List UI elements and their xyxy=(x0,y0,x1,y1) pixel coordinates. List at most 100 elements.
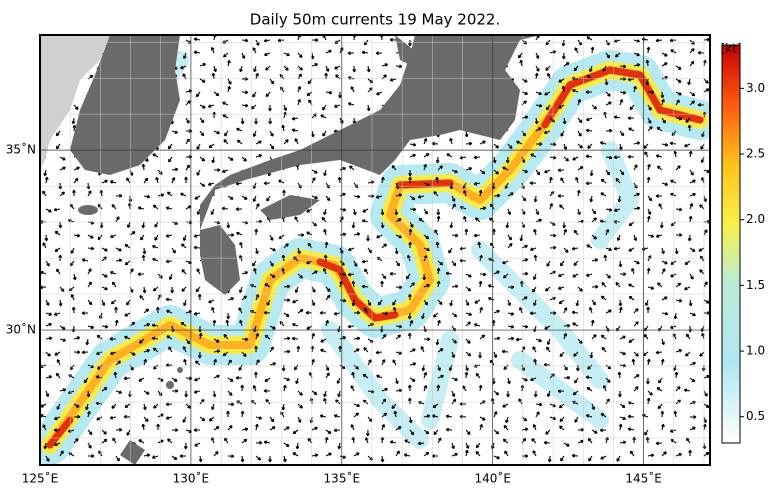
arrow xyxy=(689,100,695,106)
arrow xyxy=(152,347,159,353)
arrow xyxy=(563,247,569,253)
arrow xyxy=(42,242,47,249)
arrow xyxy=(59,191,65,197)
arrow xyxy=(224,130,229,137)
arrow xyxy=(197,351,202,359)
arrow xyxy=(675,348,683,353)
arrow xyxy=(101,273,108,278)
arrow xyxy=(137,206,145,211)
arrow xyxy=(437,165,443,171)
arrow xyxy=(87,268,92,275)
arrow xyxy=(631,358,636,366)
arrow xyxy=(171,455,178,461)
arrow xyxy=(521,156,526,163)
arrow xyxy=(700,143,705,150)
arrow xyxy=(336,377,341,384)
arrow xyxy=(366,104,371,112)
arrow xyxy=(479,334,486,340)
arrow xyxy=(241,427,249,432)
arrow xyxy=(689,192,696,197)
arrow xyxy=(408,241,413,249)
arrow xyxy=(587,437,593,444)
map-area xyxy=(40,35,710,465)
arrow xyxy=(224,437,229,444)
arrow xyxy=(240,384,245,392)
arrow xyxy=(645,59,650,67)
arrow xyxy=(213,91,220,97)
arrow xyxy=(44,176,49,184)
arrow xyxy=(572,322,579,327)
arrow xyxy=(311,332,315,340)
arrow xyxy=(549,176,553,184)
arrow xyxy=(167,143,173,150)
arrow xyxy=(227,156,234,161)
arrow xyxy=(353,232,361,236)
arrow xyxy=(479,416,486,421)
arrow xyxy=(689,361,696,366)
colorbar xyxy=(721,44,741,444)
arrow xyxy=(101,387,108,392)
arrow xyxy=(389,78,397,82)
arrow xyxy=(629,450,635,457)
arrow xyxy=(45,390,50,397)
arrow xyxy=(655,194,663,198)
arrow xyxy=(291,116,299,121)
arrow xyxy=(59,325,66,330)
arrow xyxy=(585,117,593,122)
arrow xyxy=(295,442,300,450)
arrow xyxy=(591,217,597,223)
arrow xyxy=(660,91,665,99)
arrow xyxy=(347,51,355,56)
arrow xyxy=(109,415,117,420)
arrow xyxy=(375,51,383,56)
arrow xyxy=(334,65,341,70)
arrow xyxy=(451,233,459,238)
arrow xyxy=(503,424,509,431)
arrow xyxy=(129,231,136,236)
arrow xyxy=(236,400,243,405)
arrow xyxy=(380,176,385,184)
arrow xyxy=(269,426,276,431)
arrow xyxy=(577,166,584,171)
arrow xyxy=(109,337,117,341)
arrow xyxy=(633,63,641,67)
arrow xyxy=(558,299,565,305)
arrow xyxy=(311,390,318,396)
arrow xyxy=(545,429,551,435)
arrow xyxy=(405,273,411,280)
arrow xyxy=(87,410,91,418)
arrow xyxy=(418,217,425,223)
arrow xyxy=(449,221,454,229)
arrow xyxy=(277,38,285,43)
arrow xyxy=(558,78,565,83)
arrow xyxy=(297,65,303,71)
arrow xyxy=(362,373,369,379)
arrow xyxy=(507,324,515,329)
arrow xyxy=(703,299,710,304)
arrow xyxy=(227,454,235,459)
arrow xyxy=(647,234,655,238)
arrow xyxy=(600,178,607,184)
arrow xyxy=(437,299,443,306)
arrow xyxy=(589,65,593,73)
arrow xyxy=(339,207,347,212)
arrow xyxy=(646,397,651,405)
arrow xyxy=(194,442,201,447)
arrow xyxy=(225,319,230,327)
arrow xyxy=(337,176,342,184)
arrow xyxy=(87,190,92,197)
arrow xyxy=(241,337,249,342)
arrow xyxy=(502,166,509,171)
arrow xyxy=(283,336,291,341)
arrow xyxy=(557,286,565,290)
arrow xyxy=(252,47,257,54)
arrow xyxy=(675,452,683,457)
arrow xyxy=(546,390,551,398)
arrow xyxy=(462,385,467,392)
arrow xyxy=(182,52,187,60)
arrow xyxy=(109,270,117,275)
arrow xyxy=(198,332,203,340)
arrow xyxy=(306,231,313,236)
arrow xyxy=(507,336,515,341)
arrow xyxy=(151,455,159,459)
